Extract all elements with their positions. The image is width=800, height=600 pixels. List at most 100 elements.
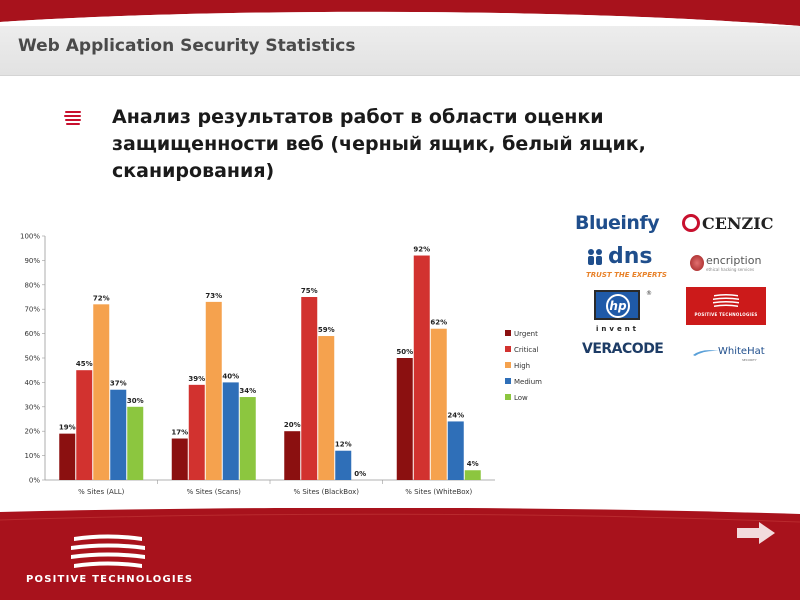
y-tick-label: 20%	[24, 428, 40, 436]
slide-title: Web Application Security Statistics	[18, 36, 356, 56]
y-tick-label: 50%	[24, 355, 40, 363]
dns-people-icon	[588, 249, 602, 265]
positive-technologies-logo	[68, 534, 148, 574]
positive-small-text: POSITIVE TECHNOLOGIES	[694, 312, 758, 317]
category-label: % Sites (WhiteBox)	[405, 488, 472, 496]
bar-high	[430, 328, 447, 480]
bar-high	[93, 304, 110, 480]
encription-subtitle: ethical hacking services	[706, 267, 755, 272]
y-tick-label: 40%	[24, 379, 40, 387]
y-tick-label: 0%	[29, 477, 40, 485]
logo-cenzic: CENZIC	[682, 214, 777, 238]
positive-logo-stripes-icon	[71, 534, 145, 568]
title-bar: Web Application Security Statistics	[0, 26, 800, 76]
security-bar-chart: 0% 10% 20% 30% 40% 50% 60% 70% 80% 90% 100% 19% 45%…	[10, 226, 555, 508]
bar-critical	[301, 297, 318, 480]
footer-logo-text: POSITIVE TECHNOLOGIES	[26, 574, 194, 585]
bar-urgent	[59, 433, 76, 480]
bar-medium	[335, 450, 352, 480]
y-tick-label: 90%	[24, 257, 40, 265]
dns-text: dns	[608, 244, 653, 269]
bar-value-label: 92%	[413, 246, 430, 254]
bar-urgent	[396, 358, 413, 480]
logo-veracode: VERACODE	[582, 341, 664, 357]
bar-high	[205, 301, 222, 480]
bar-value-label: 34%	[239, 387, 256, 395]
bar-value-label: 40%	[222, 372, 239, 380]
bar-value-label: 24%	[447, 411, 464, 419]
bar-value-label: 73%	[205, 292, 222, 300]
legend-swatch	[505, 330, 511, 336]
bar-medium	[447, 421, 464, 480]
bar-value-label: 50%	[396, 348, 413, 356]
arrow-right-icon	[737, 522, 775, 544]
dns-tagline: TRUST THE EXPERTS	[586, 271, 667, 279]
legend-label: Low	[514, 394, 528, 402]
logo-encription: encription ethical hacking services	[688, 254, 772, 278]
bar-value-label: 30%	[127, 397, 144, 405]
bar-medium	[222, 382, 239, 480]
cenzic-ring-icon	[682, 214, 700, 232]
category-label: % Sites (BlackBox)	[293, 488, 359, 496]
y-tick-label: 60%	[24, 330, 40, 338]
legend-label: Urgent	[514, 330, 538, 338]
bar-critical	[188, 384, 205, 480]
hp-invent-text: invent	[596, 325, 640, 333]
encription-text: encription	[706, 254, 762, 267]
whitehat-subtitle: SECURITY	[742, 358, 757, 362]
slide-heading: Анализ результатов работ в области оценк…	[112, 106, 646, 182]
bar-value-label: 0%	[354, 470, 366, 478]
bar-low	[464, 470, 481, 480]
legend-label: Critical	[514, 346, 539, 354]
bar-value-label: 62%	[430, 319, 447, 327]
legend-label: High	[514, 362, 530, 370]
logo-whitehat: WhiteHat SECURITY	[690, 343, 770, 367]
bar-value-label: 17%	[171, 429, 188, 437]
logo-hp: hp ® invent	[590, 290, 654, 336]
y-tick-label: 10%	[24, 452, 40, 460]
y-tick-label: 70%	[24, 306, 40, 314]
hp-registered-mark: ®	[646, 290, 652, 297]
bar-low	[239, 397, 256, 480]
bar-value-label: 37%	[110, 380, 127, 388]
bar-value-label: 20%	[284, 421, 301, 429]
logo-blueinfy: Blueinfy	[575, 212, 660, 234]
positive-stripes-icon	[713, 294, 739, 307]
legend-swatch	[505, 346, 511, 352]
next-slide-button[interactable]	[735, 520, 777, 546]
top-band	[0, 0, 800, 28]
bar-medium	[110, 389, 127, 480]
cenzic-text: CENZIC	[702, 214, 774, 233]
bar-high	[318, 336, 335, 480]
bar-value-label: 19%	[59, 424, 76, 432]
legend-swatch	[505, 394, 511, 400]
encription-mark-icon	[690, 255, 704, 271]
bullet-icon	[64, 110, 82, 126]
bar-value-label: 45%	[76, 360, 93, 368]
y-tick-label: 80%	[24, 281, 40, 289]
bar-value-label: 72%	[93, 294, 110, 302]
bottom-band	[0, 508, 800, 600]
bar-value-label: 39%	[188, 375, 205, 383]
bar-urgent	[284, 431, 301, 480]
category-label: % Sites (ALL)	[78, 488, 125, 496]
bar-value-label: 75%	[301, 287, 318, 295]
bar-low	[127, 406, 144, 480]
bar-value-label: 12%	[335, 441, 352, 449]
legend-swatch	[505, 362, 511, 368]
whitehat-swoosh-icon	[693, 350, 719, 356]
category-label: % Sites (Scans)	[187, 488, 242, 496]
hp-circle: hp	[606, 294, 630, 318]
y-tick-label: 100%	[20, 233, 40, 241]
bar-critical	[413, 255, 430, 480]
whitehat-text: WhiteHat	[718, 346, 765, 357]
hp-box: hp	[594, 290, 640, 320]
logo-positive-technologies-small: POSITIVE TECHNOLOGIES	[686, 287, 766, 325]
bar-value-label: 4%	[467, 460, 479, 468]
legend-swatch	[505, 378, 511, 384]
logo-dns: dns TRUST THE EXPERTS	[584, 244, 667, 284]
y-tick-label: 30%	[24, 403, 40, 411]
bar-critical	[76, 370, 93, 480]
legend-label: Medium	[514, 378, 542, 386]
bar-urgent	[171, 438, 188, 480]
